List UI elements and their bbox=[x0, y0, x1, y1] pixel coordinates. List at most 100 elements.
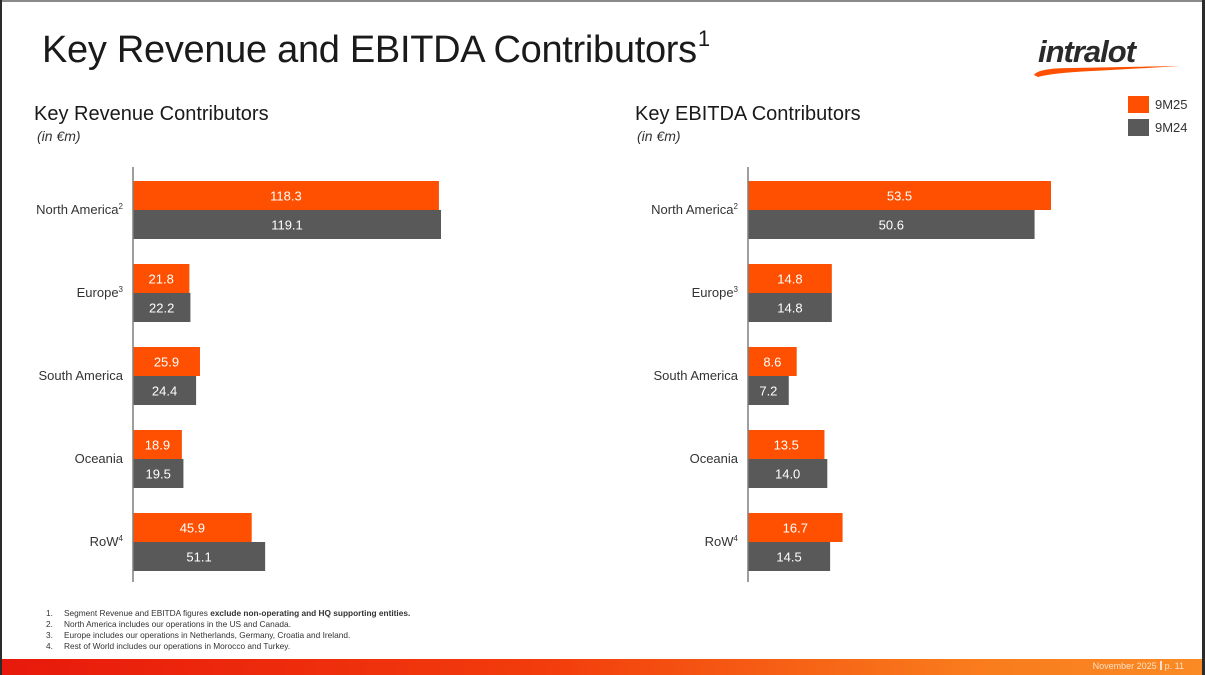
category-label-text: RoW bbox=[90, 534, 120, 549]
bar-value-label-oceania-9m25: 13.5 bbox=[774, 438, 799, 453]
category-footnote-ref: 4 bbox=[734, 534, 739, 543]
legend-label-9m25: 9M25 bbox=[1155, 97, 1188, 112]
bar-value-label-europe-9m24: 22.2 bbox=[149, 301, 174, 316]
category-label-text: North America bbox=[651, 202, 734, 217]
bar-south-america-9m24 bbox=[748, 376, 789, 405]
bar-row-9m24 bbox=[748, 542, 831, 571]
bar-europe-9m25 bbox=[748, 264, 832, 293]
bar-row-9m24 bbox=[133, 542, 266, 571]
bar-value-label-row-9m25: 16.7 bbox=[783, 521, 808, 536]
bar-value-label-europe-9m25: 21.8 bbox=[149, 272, 174, 287]
footer-date: November 2025 bbox=[1092, 661, 1157, 671]
category-group-south-america: South America 8.6 7.2 bbox=[653, 347, 797, 405]
revenue-chart-subtitle: (in €m) bbox=[37, 128, 81, 144]
bar-value-label-south-america-9m24: 24.4 bbox=[152, 384, 177, 399]
legend-item-9m24: 9M24 bbox=[1128, 116, 1188, 139]
category-group-north-america: North America2 53.5 50.6 bbox=[651, 181, 1051, 239]
bar-north-america-9m24 bbox=[748, 210, 1035, 239]
chart-legend: 9M25 9M24 bbox=[1128, 93, 1188, 139]
category-footnote-ref: 4 bbox=[119, 534, 124, 543]
footer-bar: November 2025 p. 11 bbox=[2, 659, 1202, 675]
bar-south-america-9m25 bbox=[133, 347, 200, 376]
legend-swatch-9m24 bbox=[1128, 119, 1149, 136]
bar-row-9m25 bbox=[133, 513, 252, 542]
category-group-oceania: Oceania 18.9 19.5 bbox=[75, 430, 184, 488]
bar-value-label-europe-9m24: 14.8 bbox=[777, 301, 802, 316]
legend-swatch-9m25 bbox=[1128, 96, 1149, 113]
bar-value-label-oceania-9m24: 19.5 bbox=[146, 467, 171, 482]
logo-swoosh-icon bbox=[1034, 66, 1180, 77]
bar-oceania-9m25 bbox=[133, 430, 182, 459]
bar-europe-9m24 bbox=[133, 293, 191, 322]
footer-page-number: p. 11 bbox=[1164, 661, 1184, 671]
bar-value-label-south-america-9m24: 7.2 bbox=[759, 384, 777, 399]
logo-text: intralot bbox=[1038, 34, 1136, 69]
ebitda-chart-subtitle: (in €m) bbox=[637, 128, 681, 144]
footnote-number: 4. bbox=[46, 641, 53, 651]
bar-oceania-9m25 bbox=[748, 430, 825, 459]
bar-value-label-north-america-9m24: 119.1 bbox=[271, 218, 303, 233]
category-footnote-ref: 3 bbox=[119, 285, 124, 294]
bar-south-america-9m25 bbox=[748, 347, 797, 376]
category-label-text: South America bbox=[653, 368, 738, 383]
bar-row-9m25 bbox=[748, 513, 843, 542]
footnote-bold-text: exclude non-operating and HQ supporting … bbox=[210, 608, 411, 618]
footnote-number: 3. bbox=[46, 630, 53, 640]
bar-europe-9m25 bbox=[133, 264, 190, 293]
footnote-text: Europe includes our operations in Nether… bbox=[64, 630, 351, 640]
category-label-oceania: Oceania bbox=[75, 451, 124, 466]
bar-value-label-south-america-9m25: 8.6 bbox=[763, 355, 781, 370]
page-title-text: Key Revenue and EBITDA Contributors bbox=[42, 29, 697, 71]
category-label-text: RoW bbox=[705, 534, 735, 549]
category-group-europe: Europe3 14.8 14.8 bbox=[692, 264, 832, 322]
bar-value-label-europe-9m25: 14.8 bbox=[777, 272, 802, 287]
bar-europe-9m24 bbox=[748, 293, 832, 322]
bar-north-america-9m24 bbox=[133, 210, 441, 239]
window-frame-top bbox=[0, 0, 1205, 2]
category-footnote-ref: 2 bbox=[119, 202, 124, 211]
category-label-row: RoW4 bbox=[90, 534, 124, 549]
bar-oceania-9m24 bbox=[133, 459, 184, 488]
bar-value-label-row-9m24: 51.1 bbox=[186, 550, 211, 565]
category-label-text: Europe bbox=[692, 285, 734, 300]
revenue-chart-title: Key Revenue Contributors bbox=[34, 103, 269, 125]
bar-value-label-north-america-9m24: 50.6 bbox=[879, 218, 904, 233]
bar-value-label-north-america-9m25: 53.5 bbox=[887, 189, 912, 204]
category-label-south-america: South America bbox=[653, 368, 738, 383]
page-title: Key Revenue and EBITDA Contributors1 bbox=[42, 26, 710, 72]
intralot-logo: intralot bbox=[1032, 34, 1182, 79]
page-title-footnote-ref: 1 bbox=[697, 26, 710, 51]
legend-item-9m25: 9M25 bbox=[1128, 93, 1188, 116]
category-label-text: South America bbox=[38, 368, 123, 383]
footnotes: 1. Segment Revenue and EBITDA figures ex… bbox=[46, 608, 410, 652]
footnote-text: North America includes our operations in… bbox=[64, 619, 291, 629]
footnote-2: 2. North America includes our operations… bbox=[46, 619, 410, 630]
bar-south-america-9m24 bbox=[133, 376, 197, 405]
category-footnote-ref: 2 bbox=[734, 202, 739, 211]
footer-separator bbox=[1159, 661, 1162, 670]
footnote-text: Segment Revenue and EBITDA figures bbox=[64, 608, 211, 618]
bar-value-label-oceania-9m25: 18.9 bbox=[145, 438, 170, 453]
category-group-row: RoW4 16.7 14.5 bbox=[705, 513, 843, 571]
category-label-oceania: Oceania bbox=[690, 451, 739, 466]
window-frame-right bbox=[1202, 0, 1205, 675]
bar-value-label-row-9m24: 14.5 bbox=[776, 550, 801, 565]
category-footnote-ref: 3 bbox=[734, 285, 739, 294]
footnote-number: 1. bbox=[46, 608, 53, 618]
bar-value-label-north-america-9m25: 118.3 bbox=[270, 189, 302, 204]
bar-value-label-south-america-9m25: 25.9 bbox=[154, 355, 179, 370]
footnote-3: 3. Europe includes our operations in Net… bbox=[46, 630, 410, 641]
bar-north-america-9m25 bbox=[748, 181, 1051, 210]
footnote-text: Rest of World includes our operations in… bbox=[64, 641, 291, 651]
footer-text: November 2025 p. 11 bbox=[1093, 661, 1184, 671]
category-label-north-america: North America2 bbox=[651, 202, 738, 217]
category-group-north-america: North America2 118.3 119.1 bbox=[36, 181, 441, 239]
category-group-row: RoW4 45.9 51.1 bbox=[90, 513, 266, 571]
category-label-text: Oceania bbox=[690, 451, 739, 466]
category-label-europe: Europe3 bbox=[77, 285, 124, 300]
category-label-text: North America bbox=[36, 202, 119, 217]
bar-north-america-9m25 bbox=[133, 181, 439, 210]
bar-value-label-row-9m25: 45.9 bbox=[180, 521, 205, 536]
footnote-4: 4. Rest of World includes our operations… bbox=[46, 641, 410, 652]
footnote-number: 2. bbox=[46, 619, 53, 629]
